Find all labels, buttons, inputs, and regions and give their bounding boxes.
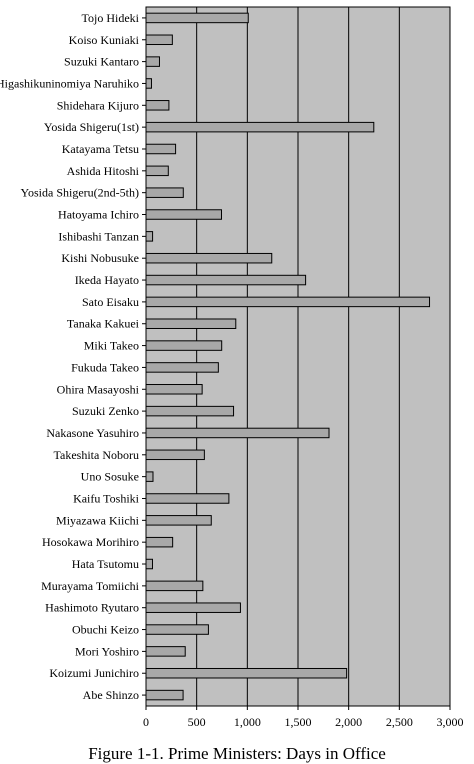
bar <box>145 252 273 264</box>
category-label: Hosokawa Morihiro <box>42 535 139 549</box>
bar <box>145 165 169 177</box>
bar <box>145 100 170 111</box>
category-label: Hatoyama Ichiro <box>58 208 139 222</box>
bar <box>145 624 209 635</box>
x-tick-label: 1,000 <box>234 715 261 729</box>
category-label: Hashimoto Ryutaro <box>45 601 139 615</box>
bar <box>145 427 330 439</box>
bar <box>145 296 431 308</box>
category-label: Higashikuninomiya Naruhiko <box>0 76 139 90</box>
category-label: Obuchi Keizo <box>72 623 139 637</box>
bar <box>145 493 230 504</box>
category-label: Kaifu Toshiki <box>73 491 140 505</box>
x-tick-label: 2,500 <box>386 715 413 729</box>
category-label: Hata Tsutomu <box>72 557 139 571</box>
bar <box>145 187 184 198</box>
category-label: Uno Sosuke <box>81 470 139 484</box>
bar-chart: Tojo Hideki Koiso Kuniaki Suzuki Kantaro Hi… <box>0 6 464 729</box>
category-label: Ikeda Hayato <box>75 273 139 287</box>
bar <box>145 515 212 526</box>
category-label: Tojo Hideki <box>82 11 140 25</box>
chart-title: Figure 1-1. Prime Ministers: Days in Off… <box>88 744 386 763</box>
category-label: Murayama Tomiichi <box>41 579 140 593</box>
bar <box>145 558 153 570</box>
category-label: Kishi Nobusuke <box>61 251 139 265</box>
bar <box>145 209 222 220</box>
bar <box>145 449 205 461</box>
bar <box>145 471 154 482</box>
x-tick-label: 500 <box>188 715 206 729</box>
category-label: Mori Yoshiro <box>75 644 139 658</box>
x-tick-labels: 0 500 1,000 1,500 2,000 2,500 3,000 <box>143 715 464 729</box>
category-label: Ishibashi Tanzan <box>58 229 139 243</box>
category-label: Sato Eisaku <box>82 295 139 309</box>
bar <box>145 689 184 701</box>
category-label: Yosida Shigeru(1st) <box>44 120 139 134</box>
category-label: Abe Shinzo <box>83 688 139 702</box>
category-labels: Tojo Hideki Koiso Kuniaki Suzuki Kantaro Hi… <box>0 11 146 702</box>
category-label: Takeshita Noboru <box>54 448 139 462</box>
category-label: Suzuki Zenko <box>72 404 139 418</box>
category-label: Tanaka Kakuei <box>67 317 140 331</box>
bar <box>145 34 173 46</box>
category-label: Koizumi Junichiro <box>49 666 139 680</box>
bar <box>145 667 348 679</box>
category-label: Nakasone Yasuhiro <box>46 426 139 440</box>
category-label: Ashida Hitoshi <box>67 164 140 178</box>
bar <box>145 143 177 155</box>
bar <box>145 274 307 286</box>
x-tick-label: 0 <box>143 715 149 729</box>
category-label: Shidehara Kijuro <box>57 98 139 112</box>
bar <box>145 56 160 67</box>
bars <box>145 12 431 701</box>
bar <box>145 384 203 395</box>
category-label: Koiso Kuniaki <box>69 33 140 47</box>
bar <box>145 405 235 417</box>
bar <box>145 121 375 133</box>
x-tick-label: 3,000 <box>437 715 464 729</box>
bar <box>145 646 186 657</box>
bar <box>145 340 223 351</box>
bar <box>145 318 237 329</box>
bar <box>145 78 152 89</box>
category-label: Miyazawa Kiichi <box>56 513 140 527</box>
bar <box>145 12 249 24</box>
category-label: Miki Takeo <box>84 339 139 353</box>
category-label: Suzuki Kantaro <box>64 55 139 69</box>
x-tick-label: 2,000 <box>335 715 362 729</box>
bar <box>145 362 219 373</box>
category-label: Katayama Tetsu <box>62 142 139 156</box>
bar <box>145 231 154 242</box>
category-label: Yosida Shigeru(2nd-5th) <box>21 186 139 200</box>
bar <box>145 580 204 592</box>
bar <box>145 602 241 613</box>
bar <box>145 536 174 548</box>
category-label: Fukuda Takeo <box>71 360 139 374</box>
x-tick-label: 1,500 <box>285 715 312 729</box>
category-label: Ohira Masayoshi <box>57 382 140 396</box>
